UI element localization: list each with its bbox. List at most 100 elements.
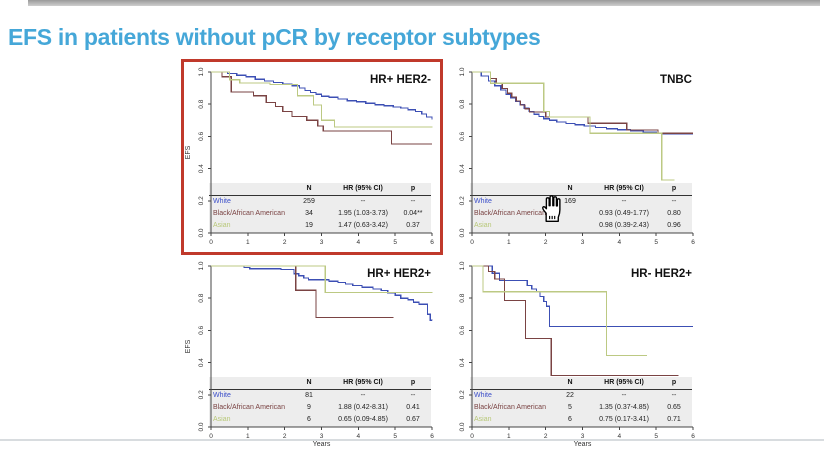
y-tick-label: 0.6 [198, 326, 205, 335]
y-tick-label: 1.0 [459, 261, 466, 270]
km-table-row: Asian 19 1.47 (0.63-3.42) 0.37 [209, 219, 431, 231]
km-panel-tnbc: N HR (95% CI) p White 169 -- -- Black/African A… [446, 63, 698, 255]
km-row-value: -- [410, 197, 416, 205]
km-table-header: N HR (95% CI) p [470, 377, 692, 390]
km-row-label: Asian [213, 415, 231, 423]
km-row-value: 0.75 (0.17-3.41) [599, 415, 649, 423]
km-row-value: -- [360, 391, 366, 399]
y-tick-label: 0.4 [459, 358, 466, 367]
km-row-value: 169 [564, 197, 576, 205]
y-tick-label: 0.4 [198, 358, 205, 367]
km-row-value: 9 [307, 403, 311, 411]
km-row-label: Black/African American [213, 209, 285, 217]
top-border-bar [28, 0, 820, 6]
km-table-row: Asian 6 0.75 (0.17-3.41) 0.71 [470, 413, 692, 425]
y-tick-label: 1.0 [198, 261, 205, 270]
km-row-value: 22 [566, 391, 574, 399]
km-row-value: -- [621, 197, 627, 205]
y-axis-title: EFS [185, 339, 192, 353]
km-row-label: Asian [213, 221, 231, 229]
km-curve-asian [472, 265, 647, 356]
km-row-value: 0.41 [406, 403, 420, 411]
km-row-value: 0.04** [403, 209, 423, 217]
km-row-value: 0.93 (0.49-1.77) [599, 209, 649, 217]
km-table: N HR (95% CI) p White 22 -- -- Black/African Am… [470, 377, 692, 427]
km-row-label: White [213, 391, 231, 399]
km-row-label: Asian [474, 221, 492, 229]
y-tick-label: 0.6 [459, 132, 466, 141]
panel-title: HR+ HER2+ [367, 268, 431, 280]
y-tick-label: 1.0 [459, 67, 466, 76]
km-row-label: White [474, 391, 492, 399]
km-table-header-cell: HR (95% CI) [343, 379, 383, 386]
km-row-value: 0.65 (0.09-4.85) [338, 415, 388, 423]
km-table-row: White 169 -- -- [470, 195, 692, 207]
km-row-value: 1.47 (0.63-3.42) [338, 221, 388, 229]
km-row-value: 0.67 [406, 415, 420, 423]
x-tick-label: 6 [691, 239, 695, 246]
x-tick-label: 3 [581, 239, 585, 246]
x-tick-label: 5 [654, 239, 658, 246]
km-row-label: Black/African American [474, 403, 546, 411]
hand-pointer-glyph [542, 195, 561, 222]
km-row-value: 5 [568, 403, 572, 411]
y-tick-label: 0.6 [459, 326, 466, 335]
km-table: N HR (95% CI) p White 169 -- -- Black/African A… [470, 183, 692, 233]
km-table-header-cell: p [410, 185, 416, 192]
km-row-value: 0.71 [667, 415, 681, 423]
km-row-value: 6 [307, 415, 311, 423]
km-curve-white [211, 265, 433, 321]
km-row-value: 0.37 [406, 221, 420, 229]
km-curve-black-african-american [211, 265, 394, 319]
km-row-label: Black/African American [474, 209, 546, 217]
km-table-row: White 259 -- -- [209, 195, 431, 207]
km-row-value: 1.35 (0.37-4.85) [599, 403, 649, 411]
km-curve-asian [211, 265, 433, 294]
km-table-row: Black/African American 9 1.88 (0.42-8.31) 0… [209, 401, 431, 413]
km-row-value: 0.98 (0.39-2.43) [599, 221, 649, 229]
km-row-value: 34 [305, 209, 313, 217]
km-table-header-cell: p [410, 379, 416, 386]
km-table-header-cell: p [671, 379, 677, 386]
km-row-value: 0.96 [667, 221, 681, 229]
km-row-value: -- [621, 391, 627, 399]
km-table-row: Black/African American 34 1.95 (1.03-3.73)… [209, 207, 431, 219]
km-table-header-cell: N [306, 379, 312, 386]
slide-bottom-divider [0, 439, 824, 441]
km-row-value: -- [410, 391, 416, 399]
km-curve-black-african-american [472, 71, 693, 134]
km-curve-white [472, 71, 693, 135]
km-table-header: N HR (95% CI) p [209, 377, 431, 390]
km-table-header-cell: HR (95% CI) [604, 379, 644, 386]
km-row-label: Asian [474, 415, 492, 423]
y-tick-label: 0.0 [459, 422, 466, 431]
km-table: N HR (95% CI) p White 81 -- -- Black/African Am… [209, 377, 431, 427]
km-row-value: 6 [568, 415, 572, 423]
x-tick-label: 2 [544, 239, 548, 246]
panel-title: TNBC [660, 74, 692, 86]
panel-title: HR- HER2+ [631, 268, 692, 280]
km-curve-white [472, 265, 693, 327]
km-row-value: 259 [303, 197, 315, 205]
y-tick-label: 0.4 [459, 164, 466, 173]
km-table-header: N HR (95% CI) p [470, 183, 692, 196]
x-axis-title: Years [313, 441, 331, 448]
km-curve-asian [472, 71, 675, 181]
km-panel-hr-pos-her2-pos: N HR (95% CI) p White 81 -- -- Black/African Am… [185, 257, 437, 449]
x-tick-label: 0 [470, 239, 474, 246]
km-row-value: 1.88 (0.42-8.31) [338, 403, 388, 411]
y-tick-label: 0.8 [459, 99, 466, 108]
x-tick-label: 4 [618, 239, 622, 246]
km-row-label: Black/African American [213, 403, 285, 411]
km-table-header-cell: HR (95% CI) [343, 185, 383, 192]
km-table-row: Black/African American 5 1.35 (0.37-4.85) 0… [470, 401, 692, 413]
y-tick-label: 0.2 [459, 390, 466, 399]
km-table: N HR (95% CI) p White 259 -- -- Black/African A… [209, 183, 431, 233]
x-tick-label: 1 [507, 239, 511, 246]
km-panel-hr-neg-her2-pos: N HR (95% CI) p White 22 -- -- Black/African Am… [446, 257, 698, 449]
km-curve-black-african-american [472, 265, 679, 377]
km-table-row: Asian 6 0.65 (0.09-4.85) 0.67 [209, 413, 431, 425]
slide-title: EFS in patients without pCR by receptor … [8, 24, 541, 50]
km-table-header-cell: HR (95% CI) [604, 185, 644, 192]
